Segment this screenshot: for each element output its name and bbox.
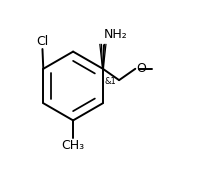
Text: Cl: Cl	[36, 35, 49, 48]
Text: O: O	[137, 62, 147, 75]
Text: CH₃: CH₃	[61, 139, 85, 152]
Text: &1: &1	[105, 77, 117, 85]
Text: NH₂: NH₂	[104, 28, 127, 41]
